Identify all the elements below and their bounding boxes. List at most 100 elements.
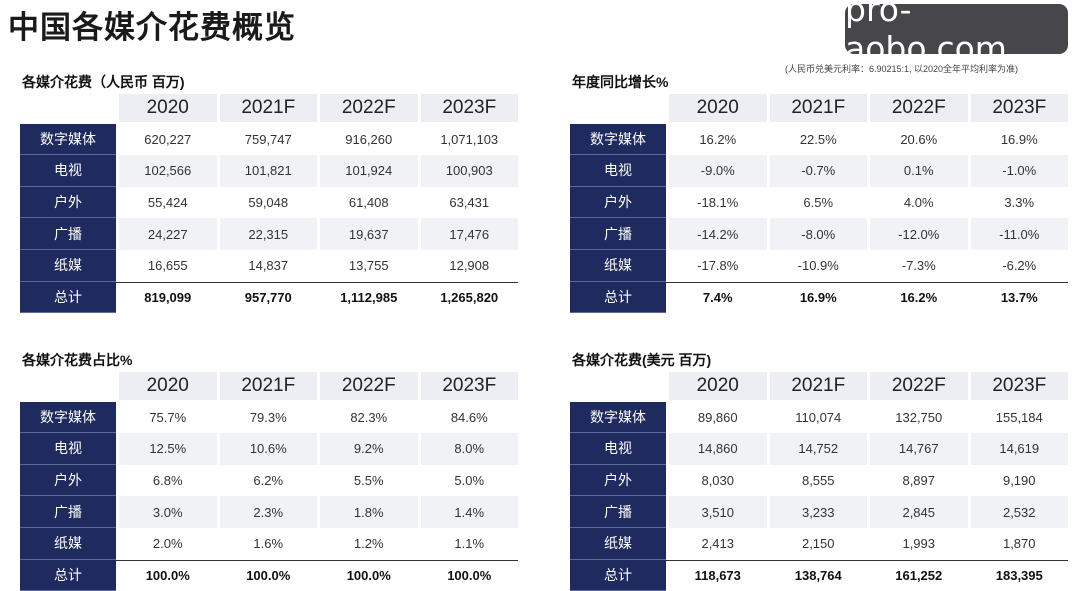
share-table: 各媒介花费占比% 2020 2021F 2022F 2023F 数字媒体 75.7% 79.3… (20, 352, 518, 591)
total-cell: 16.2% (867, 281, 968, 314)
total-cell: 183,395 (967, 559, 1068, 591)
table-cell: 1,071,103 (440, 131, 499, 147)
table-caption: 各媒介花费（人民币 百万) (22, 74, 185, 90)
table-row: 广播 3,510 3,233 2,845 2,532 (570, 496, 1068, 528)
table-cell: 14,860 (669, 433, 767, 465)
row-label: 数字媒体 (20, 123, 116, 156)
total-label: 总计 (20, 559, 116, 591)
total-cell: 1,265,820 (417, 281, 518, 314)
total-row: 总计 118,673 138,764 161,252 183,395 (570, 559, 1068, 591)
row-label: 广播 (20, 496, 116, 528)
table-cell: 12,908 (449, 258, 490, 274)
column-header: 2023F (970, 93, 1068, 122)
table-cell: 16.9% (1000, 131, 1038, 147)
table-cell: 101,821 (219, 155, 317, 187)
column-header: 2023F (970, 371, 1068, 400)
yoy-growth-table: 年度同比增长% 2020 2021F 2022F 2023F 数字媒体 16.2% 22.5%… (570, 74, 1068, 314)
column-header: 2022F (870, 93, 968, 122)
table-cell: 1.8% (320, 496, 418, 528)
table-row: 电视 12.5% 10.6% 9.2% 8.0% (20, 433, 518, 465)
total-cell: 16.9% (766, 281, 867, 314)
table-row: 数字媒体 89,860 110,074 132,750 155,184 (570, 401, 1068, 434)
column-header: 2023F (420, 371, 518, 400)
table-cell: 6.5% (803, 195, 834, 211)
table-cell: 55,424 (147, 195, 188, 211)
table-cell: 22,315 (219, 218, 317, 250)
usd-spend-table: 各媒介花费(美元 百万) 2020 2021F 2022F 2023F 数字媒体 89,86… (570, 352, 1068, 591)
table-row: 纸媒 2.0% 1.6% 1.2% 1.1% (20, 527, 518, 560)
total-cell: 13.7% (967, 281, 1068, 314)
table-cell: 5.5% (353, 473, 384, 489)
table-cell: 14,767 (870, 433, 968, 465)
table-cell: 9,190 (1002, 473, 1036, 489)
table-cell: 101,924 (320, 155, 418, 187)
table-cell: -14.2% (669, 218, 767, 250)
total-cell: 819,099 (116, 281, 217, 314)
table-row: 户外 8,030 8,555 8,897 9,190 (570, 464, 1068, 497)
total-cell: 100.0% (216, 559, 317, 591)
table-row: 户外 55,424 59,048 61,408 63,431 (20, 186, 518, 219)
row-label: 纸媒 (570, 527, 666, 560)
table-caption: 各媒介花费(美元 百万) (572, 352, 712, 368)
header-row: 2020 2021F 2022F 2023F (570, 370, 1068, 402)
table-row: 户外 6.8% 6.2% 5.5% 5.0% (20, 464, 518, 497)
table-cell: 89,860 (697, 409, 738, 425)
row-label: 纸媒 (570, 249, 666, 282)
row-label: 户外 (570, 464, 666, 497)
table-cell: -18.1% (697, 195, 739, 211)
table-cell: 16,655 (147, 258, 188, 274)
table-cell: 61,408 (348, 195, 389, 211)
row-label: 纸媒 (20, 249, 116, 282)
table-cell: 8,555 (801, 473, 835, 489)
table-cell: 17,476 (420, 218, 518, 250)
total-label: 总计 (570, 559, 666, 591)
table-cell: 1.4% (420, 496, 518, 528)
header-row: 2020 2021F 2022F 2023F (20, 92, 518, 124)
table-cell: -1.0% (970, 155, 1068, 187)
column-header: 2022F (320, 93, 418, 122)
table-cell: 2,413 (701, 536, 735, 552)
table-cell: 2.3% (219, 496, 317, 528)
table-cell: 1.2% (353, 536, 384, 552)
table-cell: -7.3% (901, 258, 936, 274)
table-cell: 82.3% (350, 409, 388, 425)
table-cell: 2,150 (801, 536, 835, 552)
total-cell: 138,764 (766, 559, 867, 591)
table-cell: 12.5% (119, 433, 217, 465)
table-cell: 3.0% (119, 496, 217, 528)
row-label: 数字媒体 (570, 123, 666, 156)
header-corner (570, 370, 666, 402)
table-cell: 6.8% (152, 473, 183, 489)
table-row: 广播 3.0% 2.3% 1.8% 1.4% (20, 496, 518, 528)
table-cell: -6.2% (1002, 258, 1037, 274)
total-cell: 957,770 (216, 281, 317, 314)
table-cell: 16.2% (699, 131, 737, 147)
table-cell: 1.6% (253, 536, 284, 552)
total-label: 总计 (20, 281, 116, 314)
table-row: 广播 24,227 22,315 19,637 17,476 (20, 218, 518, 250)
table-cell: 10.6% (219, 433, 317, 465)
table-cell: 8.0% (420, 433, 518, 465)
table-cell: 8,030 (701, 473, 735, 489)
page-title: 中国各媒介花费概览 (8, 10, 296, 45)
table-row: 电视 -9.0% -0.7% 0.1% -1.0% (570, 155, 1068, 187)
table-caption: 年度同比增长% (572, 74, 669, 90)
table-row: 数字媒体 75.7% 79.3% 82.3% 84.6% (20, 401, 518, 434)
row-label: 广播 (20, 218, 116, 250)
total-cell: 100.0% (417, 559, 518, 591)
table-cell: 155,184 (995, 409, 1043, 425)
row-label: 户外 (20, 186, 116, 219)
table-cell: 9.2% (320, 433, 418, 465)
table-cell: 132,750 (895, 409, 943, 425)
exchange-rate-note: (人民币兑美元利率：6.90215:1, 以2020全年平均利率为准) (785, 64, 1019, 74)
table-cell: 8,897 (902, 473, 936, 489)
column-header: 2020 (669, 93, 767, 122)
table-cell: 14,752 (769, 433, 867, 465)
column-header: 2021F (769, 93, 867, 122)
row-label: 数字媒体 (570, 401, 666, 434)
table-row: 纸媒 2,413 2,150 1,993 1,870 (570, 527, 1068, 560)
table-cell: -0.7% (769, 155, 867, 187)
row-label: 户外 (20, 464, 116, 497)
row-label: 广播 (570, 496, 666, 528)
column-header: 2020 (119, 371, 217, 400)
